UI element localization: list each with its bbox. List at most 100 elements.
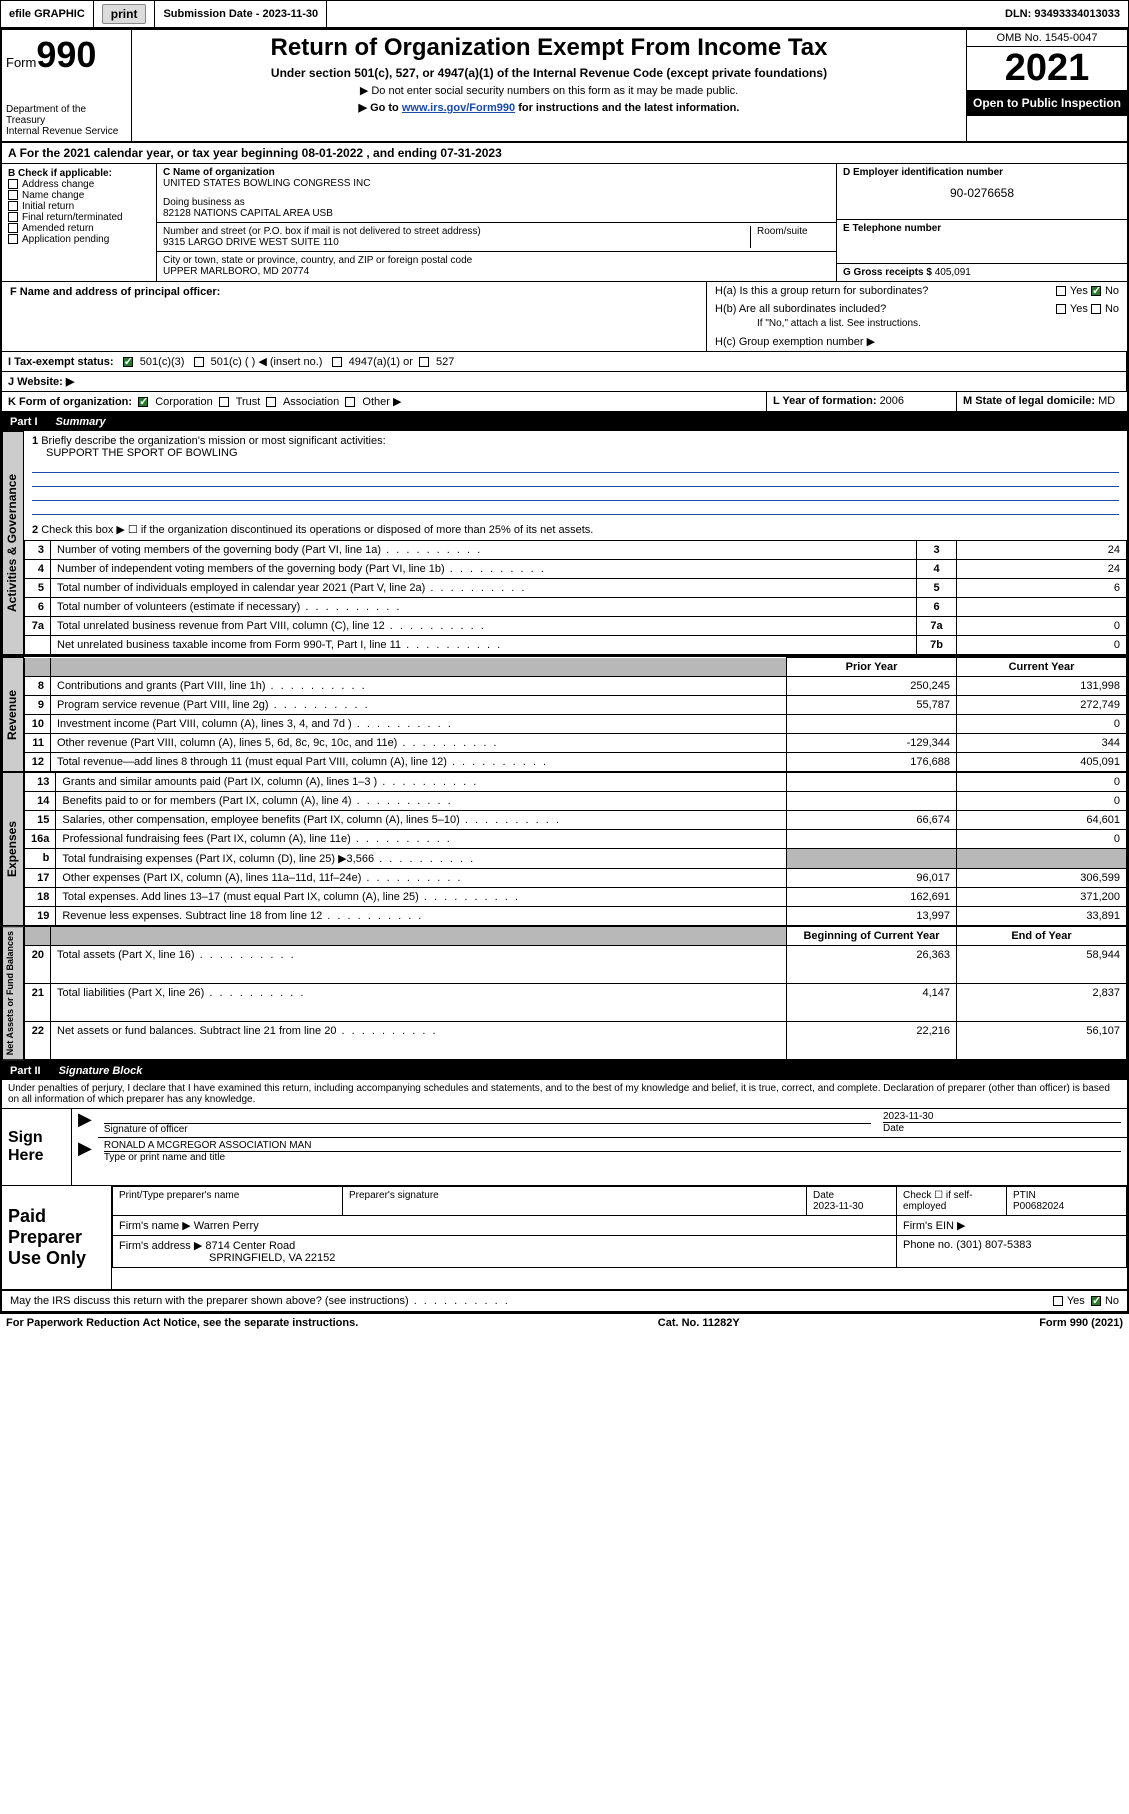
paid-prep-label: Paid Preparer Use Only (2, 1186, 112, 1289)
checkbox-address-change[interactable]: Address change (8, 179, 150, 190)
discuss-row: May the IRS discuss this return with the… (2, 1291, 1127, 1312)
fin-row: 18Total expenses. Add lines 13–17 (must … (25, 888, 1127, 907)
note-link: ▶ Go to www.irs.gov/Form990 for instruct… (140, 101, 958, 114)
dba-value: 82128 NATIONS CAPITAL AREA USB (163, 208, 830, 219)
box-l: L Year of formation: 2006 (767, 392, 957, 411)
sign-here-row: Sign Here ▶ Signature of officer 2023-11… (2, 1109, 1127, 1186)
hb-note: If "No," attach a list. See instructions… (707, 318, 1127, 332)
vtab-revenue: Revenue (2, 657, 24, 772)
sign-here-cells: ▶ Signature of officer 2023-11-30Date ▶ … (72, 1109, 1127, 1185)
revenue-table: Prior YearCurrent Year 8Contributions an… (24, 657, 1127, 772)
paid-prep-cells: Print/Type preparer's name Preparer's si… (112, 1186, 1127, 1289)
fin-row: 10Investment income (Part VIII, column (… (25, 715, 1127, 734)
prep-date-cell: Date2023-11-30 (807, 1187, 897, 1216)
checkbox-name-change[interactable]: Name change (8, 190, 150, 201)
h-c: H(c) Group exemption number ▶ (707, 332, 1127, 351)
box-i: I Tax-exempt status: 501(c)(3) 501(c) ( … (2, 352, 1127, 371)
dln-cell: DLN: 93493334013033 (997, 1, 1128, 27)
tax-year: 2021 (967, 47, 1127, 90)
paid-prep-row: Paid Preparer Use Only Print/Type prepar… (2, 1186, 1127, 1291)
header-mid: Return of Organization Exempt From Incom… (132, 30, 967, 141)
fin-row: 15Salaries, other compensation, employee… (25, 811, 1127, 830)
box-j-row: J Website: ▶ (2, 372, 1127, 392)
box-d: D Employer identification number 90-0276… (837, 164, 1127, 220)
check-501c[interactable] (194, 357, 204, 367)
fin-row: 17Other expenses (Part IX, column (A), l… (25, 869, 1127, 888)
box-f: F Name and address of principal officer: (2, 282, 707, 351)
summary-row: 7aTotal unrelated business revenue from … (25, 617, 1127, 636)
summary-row: 4Number of independent voting members of… (25, 560, 1127, 579)
fin-row: 13Grants and similar amounts paid (Part … (25, 773, 1127, 792)
note-ssn: ▶ Do not enter social security numbers o… (140, 84, 958, 97)
summary-row: 6Total number of volunteers (estimate if… (25, 598, 1127, 617)
fin-row: 16aProfessional fundraising fees (Part I… (25, 830, 1127, 849)
street-label: Number and street (or P.O. box if mail i… (163, 226, 750, 237)
check-501c3[interactable] (123, 357, 133, 367)
checkbox-app-pending[interactable]: Application pending (8, 234, 150, 245)
header-right: OMB No. 1545-0047 2021 Open to Public In… (967, 30, 1127, 141)
box-c: C Name of organization UNITED STATES BOW… (157, 164, 837, 281)
website-label: J Website: ▶ (8, 376, 74, 388)
street-value: 9315 LARGO DRIVE WEST SUITE 110 (163, 237, 750, 248)
arrow-icon: ▶ (72, 1138, 98, 1165)
box-h: H(a) Is this a group return for subordin… (707, 282, 1127, 351)
discuss-answers: Yes No (1053, 1295, 1119, 1307)
box-b: B Check if applicable: Address change Na… (2, 164, 157, 281)
submission-cell: Submission Date - 2023-11-30 (155, 1, 327, 27)
fin-row: 22Net assets or fund balances. Subtract … (25, 1022, 1127, 1060)
checkbox-initial-return[interactable]: Initial return (8, 201, 150, 212)
check-527[interactable] (419, 357, 429, 367)
dba-label: Doing business as (163, 197, 830, 208)
h-a: H(a) Is this a group return for subordin… (707, 282, 1127, 300)
col-eoy: End of Year (957, 927, 1127, 946)
org-name-label: C Name of organization (163, 167, 830, 178)
discuss-label: May the IRS discuss this return with the… (10, 1295, 409, 1307)
tax-period-line: A For the 2021 calendar year, or tax yea… (2, 143, 1127, 164)
print-button[interactable]: print (102, 4, 147, 24)
gov-table: 3Number of voting members of the governi… (24, 540, 1127, 655)
line1-value: SUPPORT THE SPORT OF BOWLING (32, 447, 238, 459)
col-boy: Beginning of Current Year (787, 927, 957, 946)
sig-officer-line: Signature of officer (98, 1109, 877, 1137)
box-deg: D Employer identification number 90-0276… (837, 164, 1127, 281)
penalty-text: Under penalties of perjury, I declare th… (2, 1080, 1127, 1109)
check-trust[interactable] (219, 397, 229, 407)
checkbox-final-return[interactable]: Final return/terminated (8, 212, 150, 223)
expenses-table: 13Grants and similar amounts paid (Part … (24, 772, 1127, 926)
line1-label: Briefly describe the organization's miss… (41, 435, 385, 447)
net-block: Net Assets or Fund Balances Beginning of… (2, 926, 1127, 1062)
prep-name-lab: Print/Type preparer's name (113, 1187, 343, 1216)
vtab-expenses: Expenses (2, 772, 24, 926)
checkbox-amended-return[interactable]: Amended return (8, 223, 150, 234)
sig-date-cell: 2023-11-30Date (877, 1109, 1127, 1137)
part2-bar: Part II Signature Block (2, 1062, 1127, 1080)
prep-sig-lab: Preparer's signature (343, 1187, 807, 1216)
hb-label: H(b) Are all subordinates included? (715, 303, 886, 315)
col-current: Current Year (957, 658, 1127, 677)
form-outer: Form990 Department of the Treasury Inter… (0, 28, 1129, 1314)
check-corp[interactable] (138, 397, 148, 407)
form-org-label: K Form of organization: (8, 396, 132, 408)
fin-row: 20Total assets (Part X, line 16)26,36358… (25, 946, 1127, 984)
footer-right: Form 990 (2021) (1039, 1317, 1123, 1329)
city-cell: City or town, state or province, country… (157, 252, 836, 280)
check-other[interactable] (345, 397, 355, 407)
omb-number: OMB No. 1545-0047 (967, 30, 1127, 47)
vtab-governance: Activities & Governance (2, 431, 24, 655)
box-j: J Website: ▶ (2, 372, 1127, 391)
arrow-icon: ▶ (72, 1109, 98, 1138)
summary-row: 5Total number of individuals employed in… (25, 579, 1127, 598)
exp-block: Expenses 13Grants and similar amounts pa… (2, 772, 1127, 926)
check-self-employed[interactable]: Check ☐ if self-employed (897, 1187, 1007, 1216)
firm-phone-cell: Phone no. (301) 807-5383 (897, 1236, 1127, 1268)
check-assoc[interactable] (266, 397, 276, 407)
gross-receipts-value: 405,091 (935, 267, 971, 278)
check-4947[interactable] (332, 357, 342, 367)
org-info-row: B Check if applicable: Address change Na… (2, 164, 1127, 282)
street-cell: Number and street (or P.O. box if mail i… (157, 223, 836, 252)
form-number: Form990 (6, 34, 127, 76)
open-public-badge: Open to Public Inspection (967, 90, 1127, 116)
rev-block: Revenue Prior YearCurrent Year 8Contribu… (2, 655, 1127, 772)
irs-link[interactable]: www.irs.gov/Form990 (402, 102, 515, 114)
fin-row: 21Total liabilities (Part X, line 26)4,1… (25, 984, 1127, 1022)
